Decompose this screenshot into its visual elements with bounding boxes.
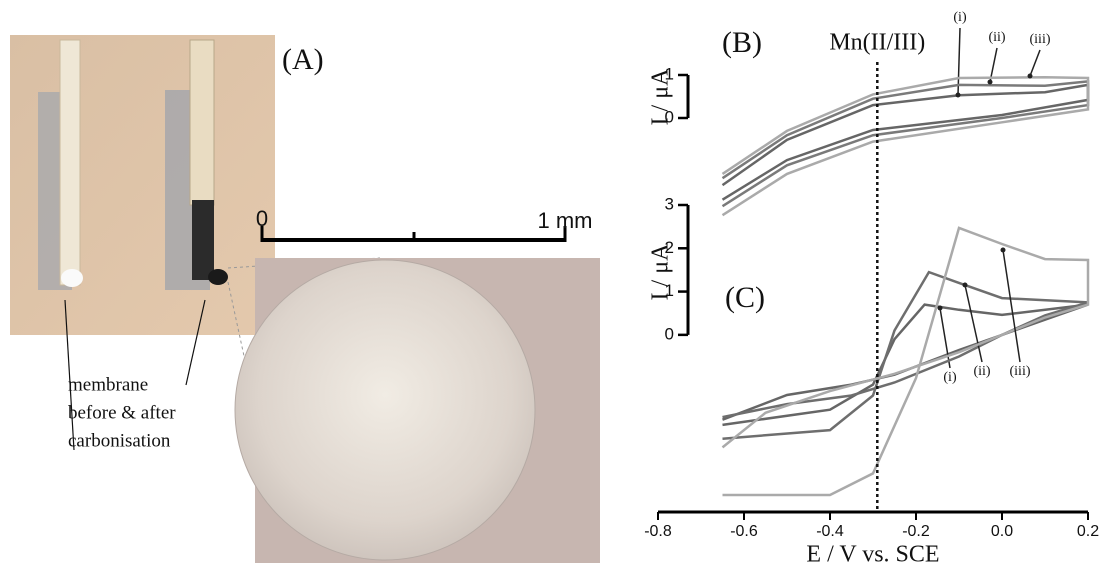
scale-start: 0 [256, 206, 268, 231]
x-tick-label: 0.0 [991, 523, 1013, 540]
x-axis-label: E / V vs. SCE [806, 542, 939, 568]
photo-tubes [10, 35, 381, 451]
cv-curve [721, 80, 1090, 208]
caption-line: membrane [68, 374, 148, 395]
series-arrow [964, 284, 983, 363]
arrow-head [937, 305, 943, 311]
panel-label: (C) [725, 281, 765, 314]
series-label: (iii) [1010, 364, 1031, 379]
caption-line: carbonisation [68, 430, 171, 451]
arrow-head [955, 92, 961, 98]
series-arrow [939, 307, 951, 369]
photo-disk [234, 258, 600, 563]
cv-curve [721, 75, 1090, 217]
cv-curve [722, 270, 1089, 440]
arrow-head [987, 79, 993, 85]
series-label: (ii) [973, 364, 990, 379]
series-arrow [989, 47, 998, 83]
cv-curve [721, 226, 1090, 497]
arrow-head [962, 282, 968, 288]
potential-label: Mn(II/III) [829, 30, 925, 56]
x-tick-label: -0.2 [902, 523, 930, 540]
y-tick-label: 0 [665, 107, 674, 126]
series-arrow [1029, 49, 1041, 77]
panel-label: (A) [282, 43, 324, 76]
caption-line: before & after [68, 402, 176, 423]
x-tick-label: -0.8 [644, 523, 672, 540]
series-label: (i) [953, 10, 967, 25]
scale-end: 1 mm [538, 208, 593, 233]
arrow-head [1000, 247, 1006, 253]
series-arrow [1002, 249, 1021, 363]
scale-bar [260, 226, 567, 242]
x-tick-label: -0.4 [816, 523, 844, 540]
arrow-head [1027, 73, 1033, 79]
y-tick-label: 0 [665, 324, 674, 343]
series-label: (iii) [1030, 32, 1051, 47]
series-label: (i) [943, 370, 957, 385]
y-axis-label: I / μA [648, 68, 674, 126]
y-axis-label: I / μA [648, 243, 674, 301]
y-tick-label: 2 [665, 238, 674, 257]
x-tick-label: 0.2 [1077, 523, 1099, 540]
y-tick-label: 1 [665, 64, 674, 83]
series-label: (ii) [988, 30, 1005, 45]
y-tick-label: 3 [665, 194, 674, 213]
y-tick-label: 1 [665, 281, 674, 300]
panel-label: (B) [722, 26, 762, 59]
x-tick-label: -0.6 [730, 523, 758, 540]
